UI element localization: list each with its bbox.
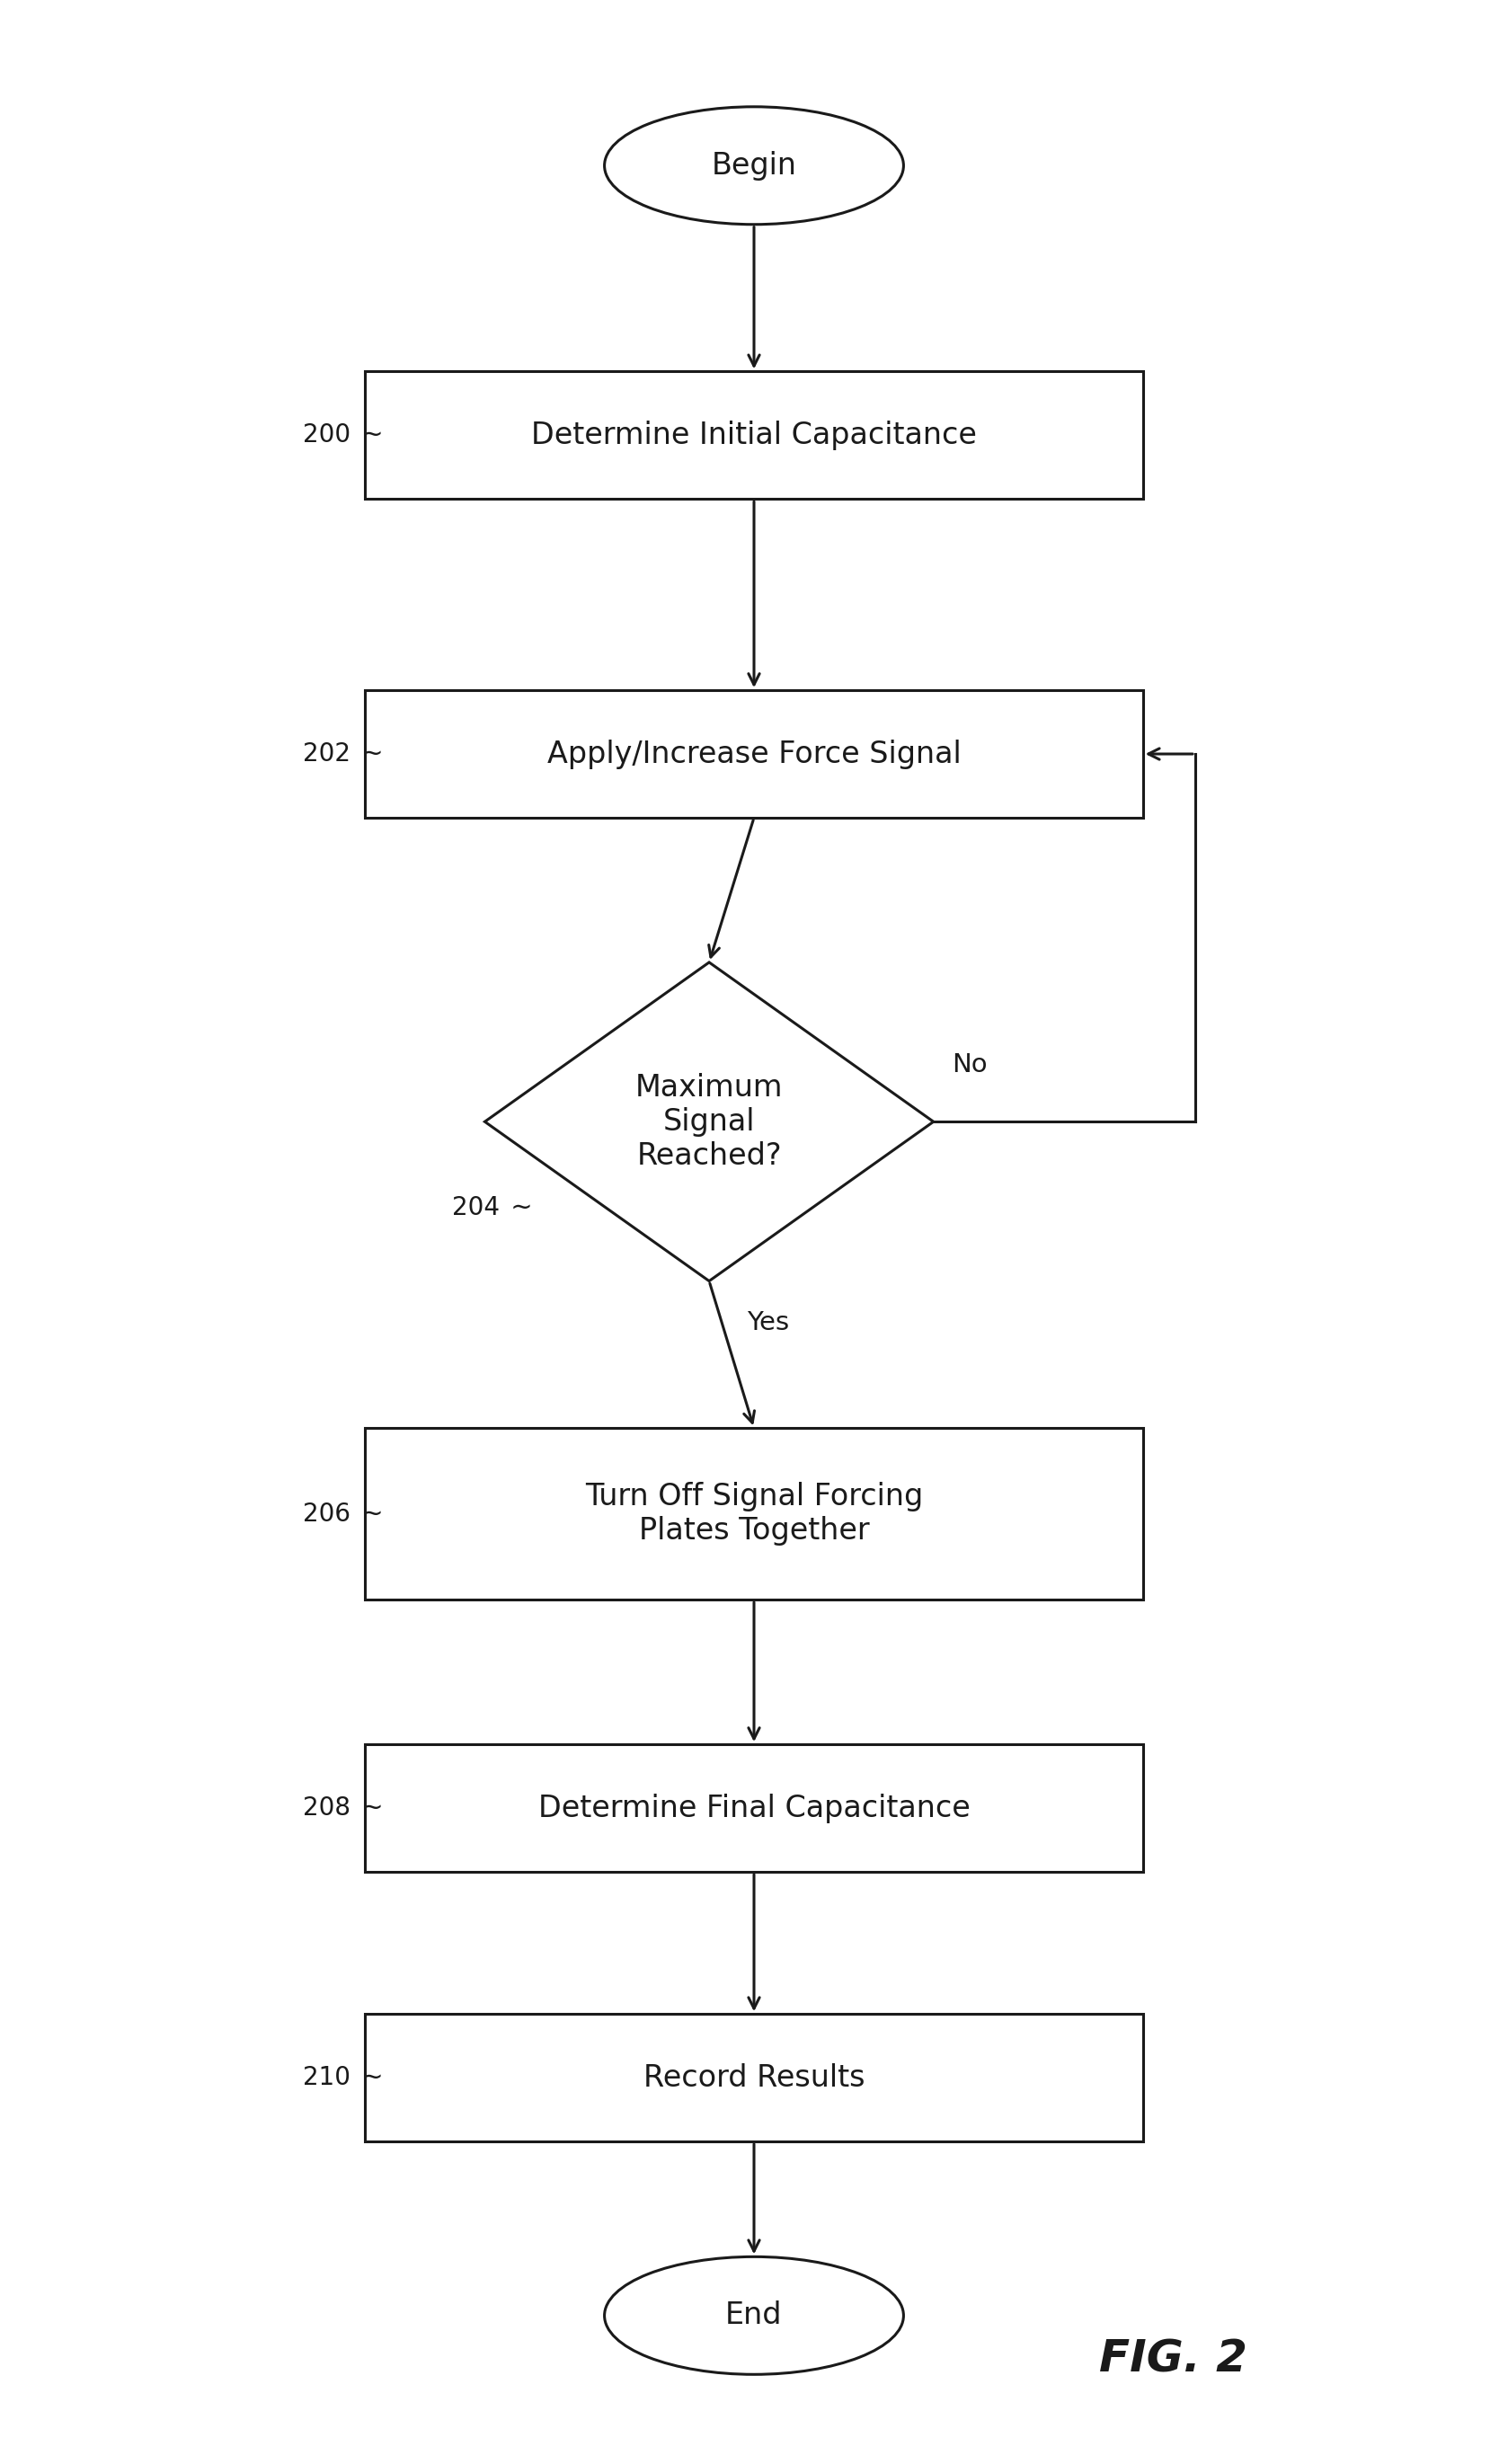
Text: ∼: ∼ xyxy=(353,1796,383,1821)
Text: FIG. 2: FIG. 2 xyxy=(1099,2338,1247,2380)
Text: ∼: ∼ xyxy=(353,1501,383,1528)
Text: Record Results: Record Results xyxy=(644,2062,864,2092)
Text: ∼: ∼ xyxy=(353,424,383,448)
Text: Begin: Begin xyxy=(712,150,796,180)
Text: 206: 206 xyxy=(303,1501,350,1528)
Text: Apply/Increase Force Signal: Apply/Increase Force Signal xyxy=(547,739,961,769)
Text: Determine Initial Capacitance: Determine Initial Capacitance xyxy=(531,421,977,451)
Text: End: End xyxy=(725,2301,783,2331)
Text: Yes: Yes xyxy=(746,1311,789,1335)
Text: 204: 204 xyxy=(452,1195,499,1220)
Text: 208: 208 xyxy=(303,1796,350,1821)
Text: 200: 200 xyxy=(303,424,350,448)
Text: ∼: ∼ xyxy=(502,1195,532,1220)
Text: No: No xyxy=(952,1052,988,1077)
Text: 202: 202 xyxy=(303,742,350,766)
Text: Maximum
Signal
Reached?: Maximum Signal Reached? xyxy=(635,1072,783,1170)
Text: ∼: ∼ xyxy=(353,742,383,766)
Text: Determine Final Capacitance: Determine Final Capacitance xyxy=(538,1794,970,1823)
Text: ∼: ∼ xyxy=(353,2065,383,2089)
Text: 210: 210 xyxy=(303,2065,350,2089)
Text: Turn Off Signal Forcing
Plates Together: Turn Off Signal Forcing Plates Together xyxy=(585,1481,923,1545)
